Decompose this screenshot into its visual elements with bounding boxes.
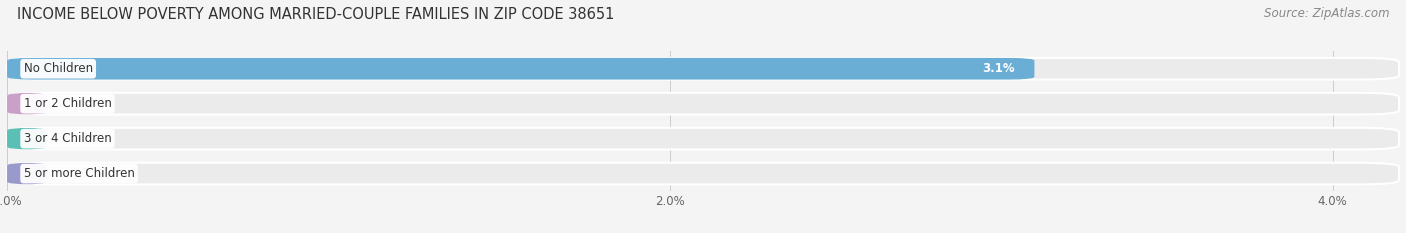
Text: No Children: No Children bbox=[24, 62, 93, 75]
Text: 5 or more Children: 5 or more Children bbox=[24, 167, 135, 180]
Text: 0.0%: 0.0% bbox=[70, 167, 100, 180]
FancyBboxPatch shape bbox=[7, 163, 1399, 185]
FancyBboxPatch shape bbox=[7, 128, 1399, 150]
Text: Source: ZipAtlas.com: Source: ZipAtlas.com bbox=[1264, 7, 1389, 20]
FancyBboxPatch shape bbox=[7, 93, 46, 115]
Text: INCOME BELOW POVERTY AMONG MARRIED-COUPLE FAMILIES IN ZIP CODE 38651: INCOME BELOW POVERTY AMONG MARRIED-COUPL… bbox=[17, 7, 614, 22]
FancyBboxPatch shape bbox=[7, 128, 46, 150]
FancyBboxPatch shape bbox=[7, 58, 1035, 80]
FancyBboxPatch shape bbox=[7, 163, 46, 185]
Text: 0.0%: 0.0% bbox=[70, 132, 100, 145]
FancyBboxPatch shape bbox=[7, 58, 1399, 80]
Text: 1 or 2 Children: 1 or 2 Children bbox=[24, 97, 111, 110]
Text: 0.0%: 0.0% bbox=[70, 97, 100, 110]
Text: 3.1%: 3.1% bbox=[981, 62, 1015, 75]
FancyBboxPatch shape bbox=[7, 93, 1399, 115]
Text: 3 or 4 Children: 3 or 4 Children bbox=[24, 132, 111, 145]
